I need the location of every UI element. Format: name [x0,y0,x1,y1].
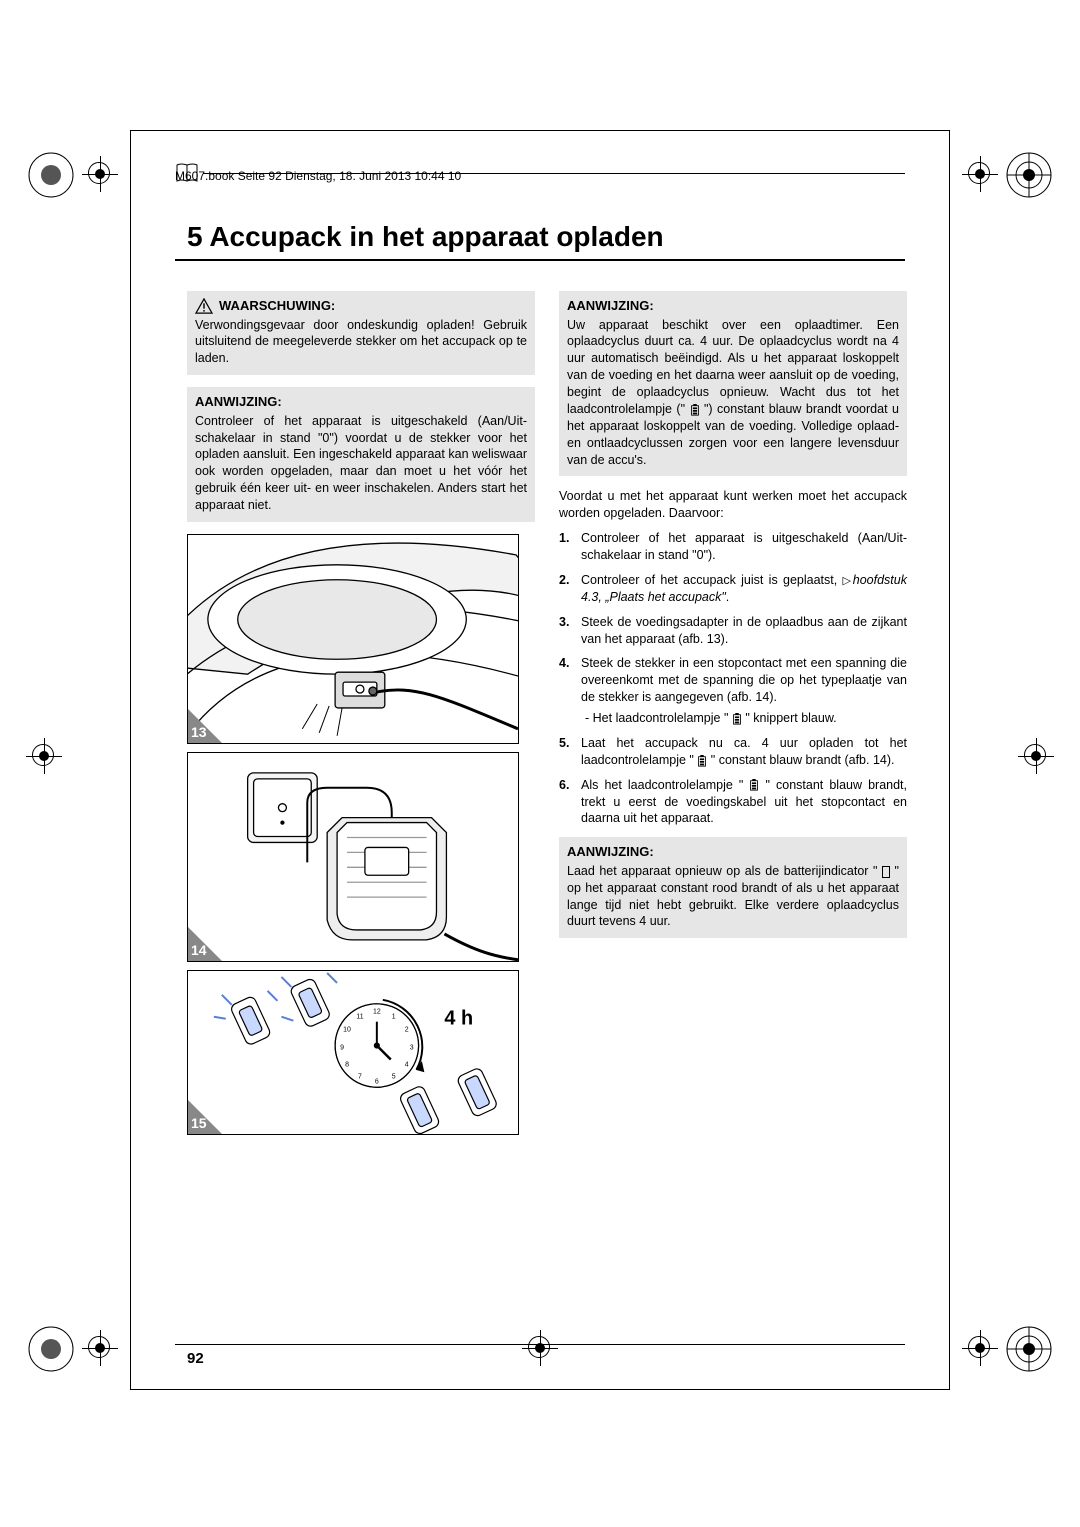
figure-13: 13 [187,534,519,744]
reg-mark-ml [26,738,62,774]
svg-text:1: 1 [392,1014,396,1021]
note1-title: AANWIJZING: [195,393,527,411]
figure-13-number: 13 [191,723,207,742]
note-top-body: Uw apparaat beschikt over een oplaadtime… [567,317,899,469]
battery-icon [697,755,707,767]
chapter-title: 5 Accupack in het apparaat opladen [187,221,905,253]
right-column: AANWIJZING: Uw apparaat beschikt over ee… [559,291,907,950]
battery-icon [749,779,759,791]
svg-text:3: 3 [410,1044,414,1051]
step-2: Controleer of het accupack juist is gepl… [559,572,907,606]
page-number: 92 [187,1350,204,1367]
note1-body: Controleer of het apparaat is uitgeschak… [195,413,527,514]
step-6: Als het laadcontrolelampje " " constant … [559,777,907,828]
note-bottom-body: Laad het apparaat opnieuw op als de batt… [567,863,899,931]
svg-text:6: 6 [375,1078,379,1085]
note1-callout: AANWIJZING: Controleer of het apparaat i… [187,387,535,522]
svg-text:11: 11 [356,1014,363,1021]
svg-text:5: 5 [392,1073,396,1080]
svg-text:2: 2 [405,1027,409,1034]
step-4: Steek de stekker in een stopcontact met … [559,655,907,727]
svg-text:9: 9 [340,1044,344,1051]
svg-text:12: 12 [373,1009,381,1016]
warning-icon [195,298,213,314]
reg-mark-mr [1018,738,1054,774]
reg-mark-br [962,1330,998,1366]
figure-15-duration: 4 h [444,1008,473,1030]
page-frame: M607.book Seite 92 Dienstag, 18. Juni 20… [130,130,950,1390]
page-number-rule [175,1344,905,1345]
reg-mark-tl [82,156,118,192]
note-bottom-callout: AANWIJZING: Laad het apparaat opnieuw op… [559,837,907,938]
warning-body: Verwondingsgevaar door ondeskundig oplad… [195,317,527,368]
crop-circle-bl [26,1324,76,1374]
step-3: Steek de voedingsadapter in de oplaadbus… [559,614,907,648]
figure-14-drawing [188,753,518,962]
figure-14: 14 [187,752,519,962]
svg-text:7: 7 [358,1073,362,1080]
intro-text: Voordat u met het apparaat kunt werken m… [559,488,907,522]
left-column: WAARSCHUWING: Verwondingsgevaar door ond… [187,291,535,1135]
figure-15: 1212 345 678 91011 [187,970,519,1135]
reg-mark-bl [82,1330,118,1366]
figure-15-drawing: 1212 345 678 91011 [188,971,518,1135]
chapter-rule [175,259,905,261]
note-bottom-title: AANWIJZING: [567,843,899,861]
battery-icon [732,713,742,725]
book-icon [175,161,199,185]
svg-text:10: 10 [343,1027,351,1034]
figures: 13 [187,534,535,1135]
step-5: Laat het accupack nu ca. 4 uur opladen t… [559,735,907,769]
warning-callout: WAARSCHUWING: Verwondingsgevaar door ond… [187,291,535,375]
figure-14-number: 14 [191,941,207,960]
svg-text:8: 8 [345,1061,349,1068]
crop-circle-tr [1004,150,1054,200]
step-4-sub: - Het laadcontrolelampje " " knippert bl… [581,710,907,727]
battery-empty-icon [882,866,890,878]
step-1: Controleer of het apparaat is uitgeschak… [559,530,907,564]
svg-text:4: 4 [405,1061,409,1068]
note-top-title: AANWIJZING: [567,297,899,315]
steps-list: Controleer of het apparaat is uitgeschak… [559,530,907,827]
figure-13-drawing [188,535,518,744]
crop-circle-tl [26,150,76,200]
battery-icon [690,404,700,416]
figure-15-number: 15 [191,1114,207,1133]
warning-title: WAARSCHUWING: [219,297,335,315]
note-top-callout: AANWIJZING: Uw apparaat beschikt over ee… [559,291,907,476]
reg-mark-tr [962,156,998,192]
crop-circle-br [1004,1324,1054,1374]
